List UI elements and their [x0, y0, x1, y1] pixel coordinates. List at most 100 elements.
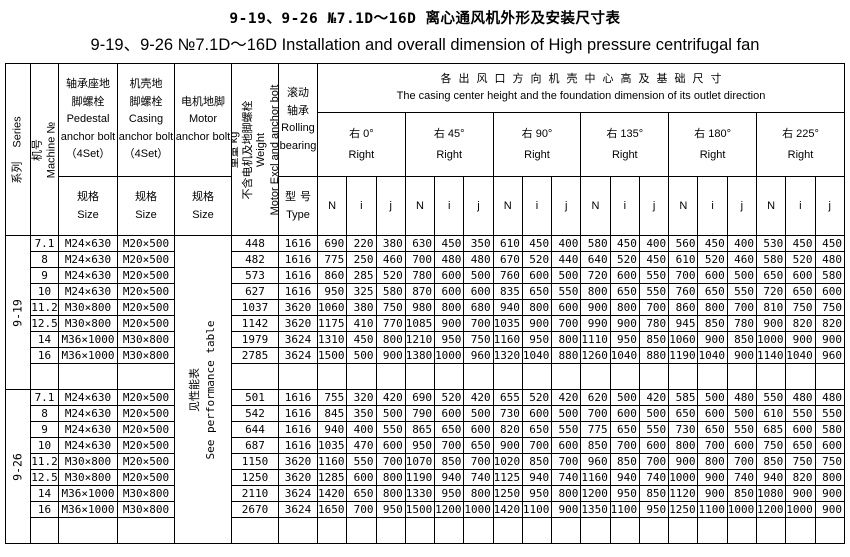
dim-cell: 845 [316, 405, 348, 422]
dim-cell: 500 [375, 405, 406, 422]
dim-cell: 780 [638, 315, 670, 332]
dim-cell: 600 [697, 267, 728, 284]
machine-no-cell: 16 [30, 501, 59, 518]
group-spacer-row [6, 363, 846, 390]
casing-bolt-en2: anchor bolt [118, 130, 174, 143]
empty-cell [785, 517, 816, 544]
dim-cell: 730 [668, 421, 699, 438]
dim-cell: 500 [346, 347, 377, 364]
table-row: 11.2 M30×800 M20×500 1150 3620 1160 550 700 1070… [6, 453, 846, 470]
dim-cell: 650 [697, 283, 728, 300]
dim-cell: 850 [580, 437, 611, 454]
dim-cell: 900 [434, 315, 465, 332]
dim-cell: 600 [609, 267, 640, 284]
pedestal-bolt-cell: M24×630 [58, 437, 118, 454]
dim-cell: 450 [785, 235, 816, 252]
dim-cell: 520 [609, 251, 640, 268]
dim-cell: 600 [375, 437, 406, 454]
dim-cell: 325 [346, 283, 377, 300]
dim-cell: 650 [755, 267, 787, 284]
dim-cell: 950 [521, 331, 553, 348]
dim-cell: 1120 [668, 485, 699, 502]
dim-cell: 380 [346, 299, 377, 316]
pedestal-bolt-cell: M24×630 [58, 389, 118, 406]
dim-cell: 680 [463, 299, 494, 316]
dim-cell: 1160 [316, 453, 348, 470]
bearing-header: 滚动 轴承 Rolling bearing [278, 63, 318, 177]
weight-cell: 2670 [231, 501, 279, 518]
dim-cell: 950 [609, 485, 640, 502]
dim-cell: 400 [638, 235, 670, 252]
dim-cell: 650 [668, 405, 699, 422]
dim-cell: 1260 [580, 347, 611, 364]
dim-cell: 500 [551, 405, 582, 422]
table-row: 9 M24×630 M20×500 573 1616 860 285 520 780 600 500… [6, 267, 846, 284]
casing-bolt-cell: M20×500 [117, 389, 175, 406]
direction-header-225: 右 225° Right [755, 112, 846, 177]
empty-cell [278, 517, 318, 544]
dim-cell: 550 [814, 405, 846, 422]
direction-45-zh: 右 45° [433, 127, 465, 140]
dim-cell: 1500 [404, 501, 436, 518]
dim-cell: 500 [463, 405, 494, 422]
casing-size-en: Size [135, 209, 157, 221]
dim-cell: 1125 [492, 469, 523, 486]
bearing-type-cell: 3620 [278, 453, 318, 470]
empty-cell [814, 517, 846, 544]
dim-cell: 400 [726, 235, 757, 252]
machine-no-cell: 16 [30, 347, 59, 364]
dim-cell: 1060 [316, 299, 348, 316]
dim-cell: 780 [404, 267, 436, 284]
dim-cell: 800 [375, 331, 406, 348]
see-performance-zh: 见性能表 [189, 367, 201, 412]
empty-cell [638, 363, 670, 390]
dim-cell: 950 [404, 437, 436, 454]
dim-cell: 800 [609, 299, 640, 316]
dim-cell: 650 [463, 437, 494, 454]
weight-cell: 1979 [231, 331, 279, 348]
empty-cell [404, 363, 436, 390]
dim-cell: 700 [521, 437, 553, 454]
dim-cell: 950 [316, 283, 348, 300]
casing-bolt-cell: M30×800 [117, 501, 175, 518]
casing-bolt-cell: M20×500 [117, 437, 175, 454]
pedestal-size-header: 规格 Size [58, 176, 118, 236]
see-performance-cell: 见性能表 See performance table [174, 235, 232, 544]
dim-cell: 820 [814, 315, 846, 332]
casing-size-header: 规格 Size [117, 176, 175, 236]
dim-cell: 600 [434, 405, 465, 422]
direction-0-en: Right [348, 148, 375, 161]
dim-cell: 650 [434, 421, 465, 438]
direction-225-zh: 右 225° [782, 127, 819, 140]
direction-90-en: Right [524, 148, 550, 161]
weight-header: 重量 kg 不含电机及地脚螺栓 Weight Motor Excl and an… [231, 63, 279, 236]
dim-cell: 900 [492, 437, 523, 454]
dim-cell: 900 [609, 315, 640, 332]
table-row: 12.5 M30×800 M20×500 1250 3620 1285 600 800 1190… [6, 469, 846, 486]
pedestal-bolt-cell: M36×1000 [58, 331, 118, 348]
pedestal-bolt-cell: M24×630 [58, 267, 118, 284]
dim-cell: 1200 [434, 501, 465, 518]
dim-cell: 750 [375, 299, 406, 316]
dim-cell: 800 [814, 469, 846, 486]
machine-no-cell: 10 [30, 437, 59, 454]
dim-cell: 1210 [404, 331, 436, 348]
dim-cell: 450 [814, 235, 846, 252]
dim-cell: 880 [638, 347, 670, 364]
dim-cell: 600 [726, 437, 757, 454]
dim-cell: 700 [551, 453, 582, 470]
dim-cell: 610 [755, 405, 787, 422]
dim-cell: 650 [346, 485, 377, 502]
dim-cell: 960 [814, 347, 846, 364]
dim-cell: 500 [726, 405, 757, 422]
dim-cell: 220 [346, 235, 377, 252]
direction-180-en: Right [699, 148, 726, 161]
dim-cell: 900 [697, 469, 728, 486]
dim-cell: 700 [463, 453, 494, 470]
dim-cell: 800 [697, 299, 728, 316]
dim-cell: 685 [755, 421, 787, 438]
dim-cell: 1110 [580, 331, 611, 348]
weight-cell: 1037 [231, 299, 279, 316]
dim-cell: 740 [551, 469, 582, 486]
dim-cell: 600 [551, 299, 582, 316]
